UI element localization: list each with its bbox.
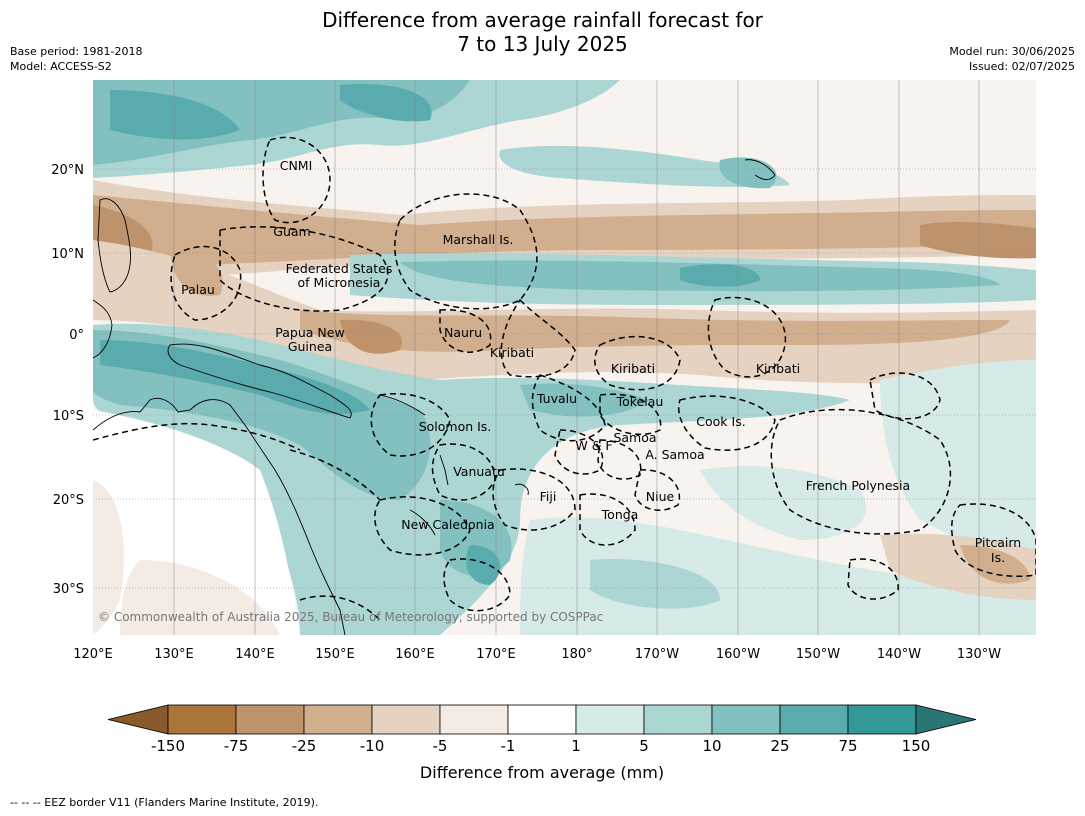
lon-tick-label: 130°W: [957, 647, 1001, 662]
meta-right: Model run: 30/06/2025 Issued: 02/07/2025: [949, 44, 1075, 74]
region-label: Marshall Is.: [443, 232, 514, 247]
region-label: Palau: [181, 282, 215, 297]
lat-tick-label: 0°: [69, 328, 84, 343]
region-label: Kiribati: [611, 361, 655, 376]
region-label: of Micronesia: [298, 275, 381, 290]
model-text: Model: ACCESS-S2: [10, 60, 112, 73]
colorbar-swatch: [371, 704, 441, 735]
base-period-text: Base period: 1981-2018: [10, 45, 143, 58]
colorbar-swatch: [779, 704, 849, 735]
model-run-text: Model run: 30/06/2025: [949, 45, 1075, 58]
region-label: Pitcairn: [975, 535, 1021, 550]
colorbar-over-arrow: [915, 704, 977, 735]
lat-tick-label: 10°N: [51, 247, 84, 262]
colorbar-swatch: [235, 704, 305, 735]
region-label: New Caledonia: [401, 517, 494, 532]
lon-tick-label: 170°W: [635, 647, 679, 662]
colorbar-tick-label: 10: [702, 737, 721, 755]
vanuatu-coast: [439, 454, 449, 486]
lat-tick-label: 20°N: [51, 163, 84, 178]
new-guinea-coast: [167, 343, 352, 419]
colorbar-tick-label: -10: [360, 737, 385, 755]
map-grid: [93, 80, 1036, 635]
lon-tick-label: 150°W: [796, 647, 840, 662]
longitude-axis: 120°E 130°E 140°E 150°E 160°E 170°E 180° 170°W 1…: [73, 647, 1001, 662]
colorbar-swatch: [847, 704, 917, 735]
region-label: Tuvalu: [536, 391, 577, 406]
new-caledonia-coast: [409, 509, 436, 536]
region-label: Fiji: [540, 489, 557, 504]
colorbar-under-arrow: [107, 704, 169, 735]
fiji-coast: [514, 483, 529, 496]
philippines-coast: [97, 198, 131, 293]
lon-tick-label: 140°W: [877, 647, 921, 662]
colorbar-tick-label: 25: [770, 737, 789, 755]
meta-left: Base period: 1981-2018 Model: ACCESS-S2: [10, 44, 142, 74]
region-label: Guinea: [288, 339, 332, 354]
lon-tick-label: 130°E: [154, 647, 194, 662]
lat-tick-label: 20°S: [53, 493, 84, 508]
colorbar-swatch: [575, 704, 645, 735]
rainfall-field: [93, 80, 1036, 635]
region-label: Solomon Is.: [419, 419, 492, 434]
colorbar-tick-label: -150: [151, 737, 185, 755]
colorbar-swatch: [439, 704, 509, 735]
colorbar-tick-label: -75: [224, 737, 249, 755]
colorbar-tick-label: -5: [433, 737, 448, 755]
region-label: A. Samoa: [645, 447, 704, 462]
latitude-axis: 20°N 10°N 0° 10°S 20°S 30°S: [51, 163, 84, 597]
region-label: Samoa: [613, 430, 656, 445]
issued-text: Issued: 02/07/2025: [968, 60, 1075, 73]
colorbar-tick-label: 150: [902, 737, 931, 755]
region-label: Kiribati: [490, 345, 534, 360]
region-label: Federated States: [286, 261, 393, 276]
lon-tick-label: 120°E: [73, 647, 113, 662]
eez-borders: [93, 136, 1036, 621]
lon-tick-label: 160°W: [716, 647, 760, 662]
copyright-text: © Commonwealth of Australia 2025, Bureau…: [98, 610, 603, 624]
hawaii-coast: [744, 159, 776, 180]
lon-tick-label: 150°E: [315, 647, 355, 662]
footer-note: -- -- -- EEZ border V11 (Flanders Marine…: [10, 796, 319, 809]
region-label: Cook Is.: [696, 414, 745, 429]
colorbar: -150 -75 -25 -10 -5 -1 1 5 10 25 75 150: [107, 704, 977, 755]
colorbar-swatch: [711, 704, 781, 735]
region-label: Tokelau: [616, 394, 664, 409]
region-label: Papua New: [275, 325, 344, 340]
colorbar-tick-label: -1: [501, 737, 516, 755]
lon-tick-label: 170°E: [476, 647, 516, 662]
borneo-coast: [93, 299, 113, 359]
colorbar-swatch: [303, 704, 373, 735]
australia-coast: [93, 397, 346, 635]
region-label: Tonga: [601, 507, 639, 522]
colorbar-tick-label: 1: [571, 737, 581, 755]
chart-title-line2: 7 to 13 July 2025: [457, 32, 628, 56]
region-label: W & F: [575, 438, 612, 453]
region-label: Guam: [273, 224, 310, 239]
lat-tick-label: 30°S: [53, 582, 84, 597]
region-label: French Polynesia: [806, 478, 910, 493]
lon-tick-label: 180°: [561, 647, 592, 662]
colorbar-tick-label: 5: [639, 737, 649, 755]
region-label: Nauru: [444, 325, 482, 340]
colorbar-tick-label: -25: [292, 737, 317, 755]
region-label: Vanuatu: [453, 464, 505, 479]
chart-title-line1: Difference from average rainfall forecas…: [322, 8, 763, 32]
colorbar-tick-label: 75: [838, 737, 857, 755]
coastlines: [93, 159, 776, 635]
colorbar-swatch: [643, 704, 713, 735]
region-label: Kiribati: [756, 361, 800, 376]
colorbar-swatch: [167, 704, 237, 735]
lon-tick-label: 140°E: [235, 647, 275, 662]
lon-tick-label: 160°E: [395, 647, 435, 662]
colorbar-label: Difference from average (mm): [420, 763, 664, 782]
solomon-coast: [379, 394, 426, 416]
lat-tick-label: 10°S: [53, 409, 84, 424]
region-label: Niue: [646, 489, 675, 504]
colorbar-swatch: [507, 704, 577, 735]
region-label: CNMI: [280, 158, 313, 173]
region-label: Is.: [991, 550, 1005, 565]
